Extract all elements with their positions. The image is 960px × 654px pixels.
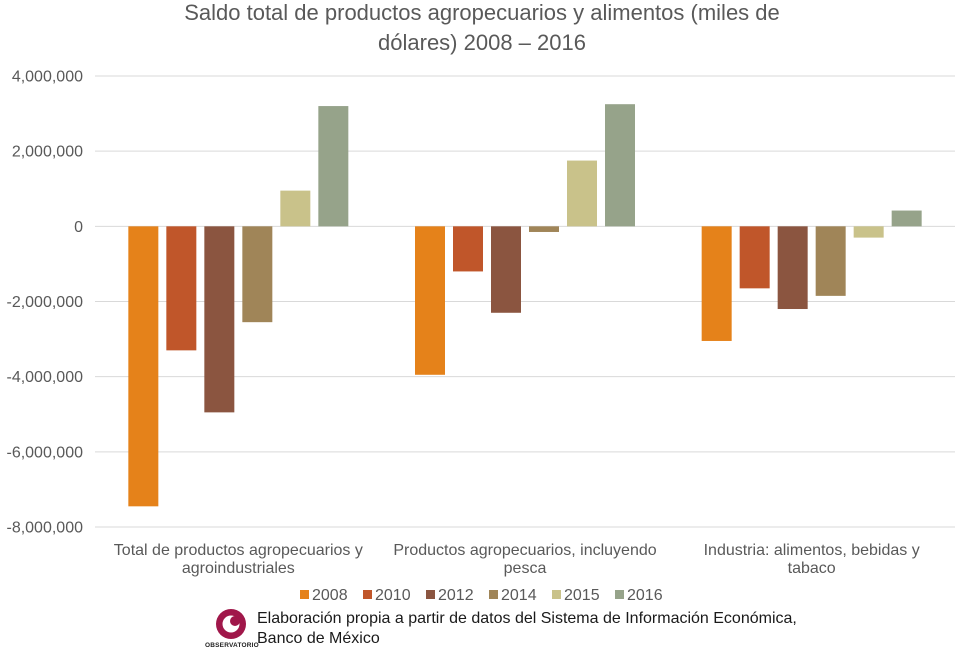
legend-label-2014: 2014	[501, 587, 537, 604]
bar-2008	[701, 226, 732, 341]
legend-label-2012: 2012	[438, 587, 474, 604]
logo-icon	[216, 609, 246, 639]
bar-2016	[318, 106, 349, 227]
legend-swatch-2015	[552, 590, 561, 599]
source-line-2: Banco de México	[257, 630, 380, 647]
bar-2010	[453, 226, 483, 272]
legend-swatch-2016	[615, 590, 624, 599]
y-tick-label: 2,000,000	[12, 144, 83, 161]
legend-label-2010: 2010	[375, 587, 411, 604]
y-tick-label: -2,000,000	[6, 294, 83, 311]
source-note: Elaboración propia a partir de datos del…	[257, 609, 797, 649]
legend-label-2008: 2008	[312, 587, 348, 604]
y-tick-label: -8,000,000	[6, 520, 83, 537]
bar-2015	[280, 190, 311, 227]
bar-2008	[128, 226, 159, 507]
bar-2008	[415, 226, 445, 375]
category-label: agroindustriales	[182, 560, 295, 577]
bar-2014	[529, 226, 559, 232]
y-tick-label: 0	[74, 219, 83, 236]
bar-2015	[853, 226, 884, 238]
bar-2014	[242, 226, 273, 323]
category-label: Productos agropecuarios, incluyendo	[393, 542, 656, 559]
bar-2015	[567, 160, 597, 227]
category-label: Total de productos agropecuarios y	[114, 542, 363, 559]
legend-label-2015: 2015	[564, 587, 600, 604]
legend-swatch-2008	[300, 590, 309, 599]
bar-2016	[891, 210, 922, 227]
logo-text: OBSERVATORIO	[205, 642, 259, 649]
category-label: pesca	[504, 560, 547, 577]
chart-title-line: dólares) 2008 – 2016	[378, 30, 586, 55]
y-tick-label: -4,000,000	[6, 369, 83, 386]
legend-swatch-2014	[489, 590, 498, 599]
bar-2016	[605, 104, 635, 227]
bar-2012	[491, 226, 521, 313]
bar-2012	[777, 226, 808, 310]
bar-2010	[166, 226, 197, 351]
category-label: tabaco	[788, 560, 836, 577]
chart-title-line: Saldo total de productos agropecuarios y…	[184, 0, 780, 25]
y-tick-label: -6,000,000	[6, 444, 83, 461]
bar-2010	[739, 226, 770, 289]
footer: OBSERVATORIO Elaboración propia a partir…	[205, 606, 905, 652]
observatorio-logo: OBSERVATORIO	[205, 606, 259, 652]
bar-2012	[204, 226, 235, 413]
source-line-1: Elaboración propia a partir de datos del…	[257, 610, 797, 627]
bar-chart: Saldo total de productos agropecuarios y…	[6, 0, 955, 604]
y-tick-label: 4,000,000	[12, 69, 83, 86]
legend-swatch-2010	[363, 590, 372, 599]
legend-swatch-2012	[426, 590, 435, 599]
bar-2014	[815, 226, 846, 296]
category-label: Industria: alimentos, bebidas y	[704, 542, 920, 559]
legend-label-2016: 2016	[627, 587, 663, 604]
